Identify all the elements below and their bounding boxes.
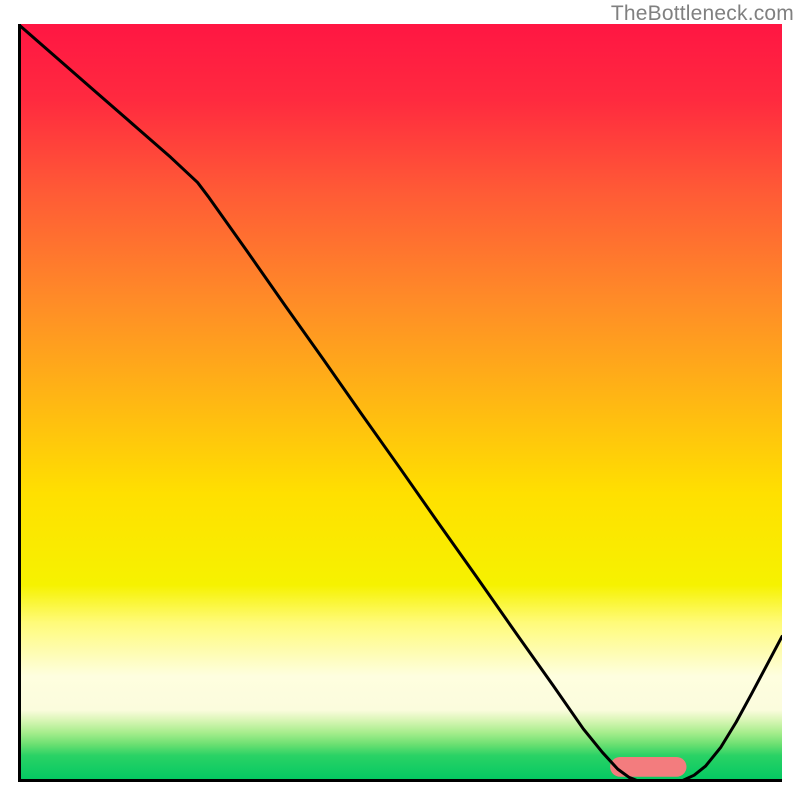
y-axis — [18, 24, 21, 782]
chart-frame: TheBottleneck.com — [0, 0, 800, 800]
watermark-text: TheBottleneck.com — [611, 2, 794, 26]
plot-svg — [18, 24, 782, 782]
x-axis — [18, 779, 782, 782]
gradient-background — [18, 24, 782, 782]
plot-area — [18, 24, 782, 782]
